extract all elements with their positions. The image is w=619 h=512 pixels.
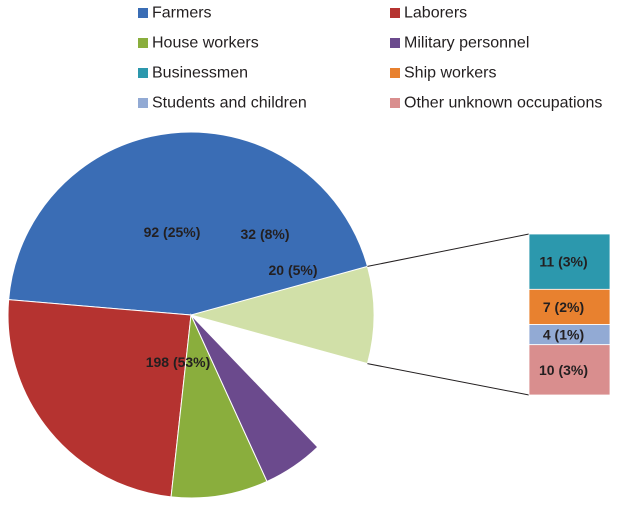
data-label-house-workers: 32 (8%) [240,226,289,242]
legend-label-farmers: Farmers [152,5,212,22]
bar-segment-other-unknown-occupations [528,344,611,396]
connector-bottom [367,363,530,396]
legend-swatch-other-unknown-occupations [390,98,400,108]
legend-label-ship-workers: Ship workers [404,65,496,82]
legend-label-laborers: Laborers [404,5,467,22]
legend-label-military-personnel: Military personnel [404,35,529,52]
data-label-ship-workers: 7 (2%) [543,299,584,315]
legend-swatch-ship-workers [390,68,400,78]
legend-label-businessmen: Businessmen [152,65,248,82]
pie [7,131,375,499]
data-label-farmers: 198 (53%) [146,354,211,370]
slice-laborers [7,299,192,498]
data-label-military-personnel: 20 (5%) [268,262,317,278]
data-labels: 198 (53%) 92 (25%) 32 (8%) 20 (5%) 11 (3%) 7 … [144,224,588,378]
slice-house-workers [170,313,268,499]
slice-military-personnel [190,314,319,483]
data-label-other-unknown-occupations: 10 (3%) [539,362,588,378]
data-label-laborers: 92 (25%) [144,224,201,240]
data-label-businessmen: 11 (3%) [539,254,587,270]
connector-top [367,233,530,267]
legend-label-students-and-children: Students and children [152,95,307,112]
legend-swatch-house-workers [138,38,148,48]
legend: Farmers Laborers House workers Military per… [138,5,602,112]
legend-label-other-unknown-occupations: Other unknown occupations [404,95,602,112]
legend-swatch-farmers [138,8,148,18]
breakdown-bar [528,233,611,396]
connector-lines [367,233,530,396]
legend-swatch-laborers [390,8,400,18]
legend-label-house-workers: House workers [152,35,259,52]
slice-other-combined [189,265,375,365]
legend-swatch-students-and-children [138,98,148,108]
bar-segment-businessmen [528,233,611,290]
legend-swatch-military-personnel [390,38,400,48]
data-label-students-and-children: 4 (1%) [543,327,584,343]
legend-swatch-businessmen [138,68,148,78]
